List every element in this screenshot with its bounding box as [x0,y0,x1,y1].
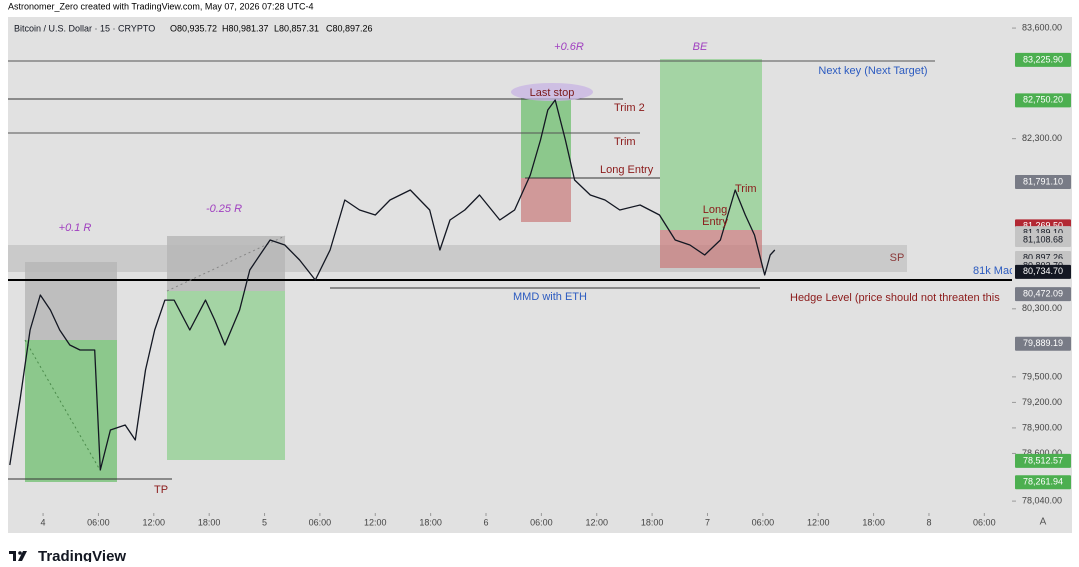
price-label: 81,791.10 [1023,176,1063,186]
annotation: +0.1 R [59,222,92,234]
ohlc: C80,897.26 [326,23,373,33]
x-tick-label: 18:00 [419,517,442,527]
annotation: TP [154,484,168,496]
x-tick-label: 12:00 [364,517,387,527]
ohlc: O80,935.72 [170,23,217,33]
x-tick-label: 8 [926,517,931,527]
price-label: 80,472.09 [1023,289,1063,299]
price-label: 81,269.50 [1023,221,1063,231]
logo-mark [18,551,22,555]
y-tick-label: 83,600.00 [1022,22,1062,32]
logo-mark [9,551,16,554]
annotation: -0.25 R [206,203,242,215]
x-tick-label: 06:00 [309,517,332,527]
annotation: +0.6R [554,41,584,53]
stop-zone [521,178,571,222]
price-label: 80,897.26 [1023,252,1063,262]
auto-scale-button[interactable]: A [1040,517,1047,528]
annotation: Long [703,204,727,216]
x-tick-label: 7 [705,517,710,527]
y-tick-label: 78,900.00 [1022,422,1062,432]
price-label: 81,108.68 [1023,234,1063,244]
x-tick-label: 06:00 [530,517,553,527]
x-tick-label: 4 [41,517,46,527]
annotation: Trim [735,183,757,195]
plot [9,99,776,471]
y-tick-label: 80,300.00 [1022,303,1062,313]
target-zone [660,59,762,230]
y-tick-label: 78,040.00 [1022,495,1062,505]
ohlc: H80,981.37 [222,23,269,33]
annotations: +0.1 R -0.25 R +0.6R BE Last stop Trim 2… [59,41,1015,496]
header: Astronomer_Zero created with TradingView… [8,1,313,11]
price-label-box [1015,336,1071,351]
x-tick-label: 18:00 [641,517,664,527]
annotation: Long Entry [600,164,654,176]
annotation: SP [890,252,905,264]
logo [9,551,27,561]
logo-mark [13,551,16,561]
price-label: 78,261.94 [1023,477,1063,487]
annotation: Hedge Level (price should not threaten t… [790,292,1000,304]
price-label-box [1015,264,1071,279]
target-zone [25,340,117,482]
price-label: 78,512.57 [1023,455,1063,465]
x-tick-label: 12:00 [807,517,830,527]
annotation: BE [693,41,708,53]
logo-mark [18,551,27,561]
annotation: Entry [702,216,728,228]
x-tick-label: 18:00 [198,517,221,527]
y-tick-label: 78,600.00 [1022,448,1062,458]
footer-logo-text: TradingView [38,548,126,562]
highlight [511,83,593,101]
x-tick-label: 06:00 [87,517,110,527]
price-label-box [1015,233,1071,248]
x-tick-label: 5 [262,517,267,527]
x-tick-label: 6 [483,517,488,527]
price-label: 82,750.20 [1023,95,1063,105]
price-label: 81,189.10 [1023,228,1063,238]
chart-title: Bitcoin / U.S. Dollar · 15 · CRYPTO [14,23,155,33]
drawings [8,59,1012,482]
x-tick-label: 06:00 [752,517,775,527]
x-tick-label: 12:00 [585,517,608,527]
price-label-box [1015,52,1071,67]
annotation: MMD with ETH [513,291,587,303]
annotation: Trim [614,136,636,148]
price-label: 79,889.19 [1023,338,1063,348]
y-tick-label: 82,300.00 [1022,133,1062,143]
price-line [9,99,776,471]
trend-line [166,235,286,292]
trend-line [24,339,101,471]
target-zone [167,291,285,460]
annotation: Next key (Next Target) [818,65,927,77]
y-tick-label: 79,200.00 [1022,397,1062,407]
price-label-box [1015,453,1071,468]
price-label-box [1015,287,1071,302]
sp-zone [8,245,907,272]
x-tick-label: 12:00 [143,517,166,527]
price-label-box [1015,174,1071,189]
x-tick-label: 06:00 [973,517,996,527]
target-zone [521,98,571,178]
price-label-box [1015,475,1071,490]
x-tick-label: 18:00 [862,517,885,527]
axes: 83,600.00 82,300.00 80,300.00 79,500.00 79,2… [41,22,1071,527]
y-tick-label: 79,500.00 [1022,371,1062,381]
annotation: Trim 2 [614,102,645,114]
price-label-box [1015,93,1071,108]
stop-zone [25,262,117,340]
price-label: 83,225.90 [1023,54,1063,64]
price-label: 80,734.70 [1023,266,1063,276]
annotation: Last stop [530,87,575,99]
annotation: 81k Mac [973,265,1015,277]
ohlc: L80,857.31 [274,23,319,33]
